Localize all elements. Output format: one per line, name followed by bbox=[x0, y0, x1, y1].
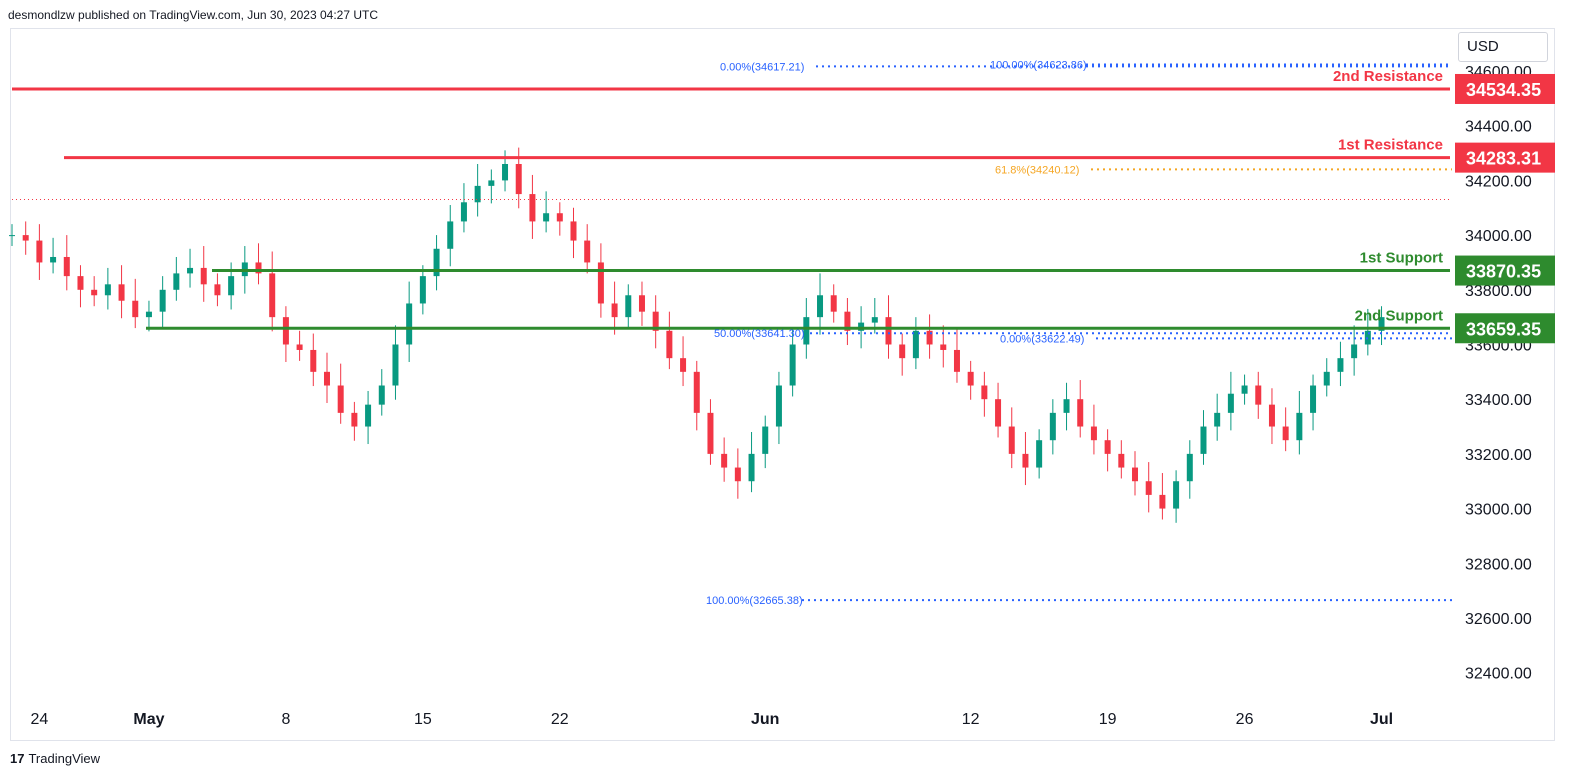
publish-attribution: desmondlzw published on TradingView.com,… bbox=[8, 8, 379, 22]
currency-button[interactable]: USD bbox=[1458, 32, 1548, 62]
tradingview-logo-icon: 17 bbox=[10, 751, 25, 766]
footer: 17 TradingView bbox=[10, 751, 100, 766]
chart-frame bbox=[10, 28, 1555, 741]
brand-label: TradingView bbox=[28, 751, 101, 766]
